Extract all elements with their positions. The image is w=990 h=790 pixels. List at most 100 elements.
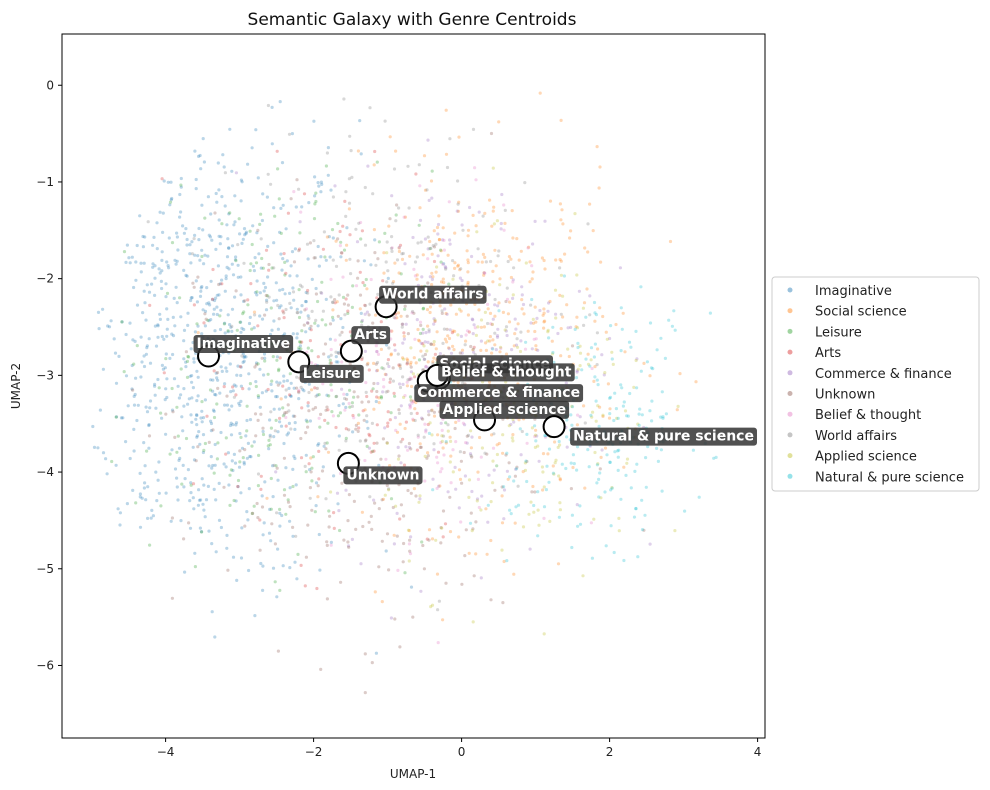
scatter-point: [444, 581, 448, 585]
legend-marker: [787, 370, 793, 376]
scatter-point: [192, 303, 196, 307]
scatter-point: [558, 477, 562, 481]
scatter-point: [304, 290, 308, 295]
scatter-point: [342, 248, 347, 252]
scatter-point: [368, 434, 372, 438]
scatter-point: [214, 498, 218, 502]
scatter-point: [349, 149, 353, 153]
scatter-point: [240, 241, 244, 245]
scatter-point: [331, 414, 335, 418]
scatter-point: [233, 194, 237, 198]
scatter-point: [317, 477, 321, 481]
scatter-point: [479, 508, 483, 512]
scatter-point: [465, 441, 469, 445]
scatter-point: [546, 328, 550, 332]
scatter-point: [144, 498, 148, 502]
scatter-point: [181, 463, 185, 467]
scatter-point: [281, 287, 285, 292]
scatter-point: [356, 395, 360, 399]
scatter-point: [105, 472, 109, 476]
scatter-point: [452, 348, 456, 352]
scatter-point: [359, 152, 363, 156]
scatter-point: [184, 350, 188, 354]
scatter-point: [416, 241, 420, 245]
legend-label: World affairs: [815, 429, 897, 444]
scatter-point: [134, 260, 138, 264]
scatter-point: [267, 268, 271, 272]
scatter-point: [559, 327, 563, 331]
scatter-point: [534, 344, 538, 348]
scatter-point: [591, 229, 595, 233]
scatter-point: [374, 362, 378, 366]
scatter-point: [315, 586, 319, 591]
scatter-point: [195, 434, 199, 438]
scatter-point: [382, 367, 386, 371]
scatter-point: [635, 357, 639, 361]
scatter-point: [144, 405, 148, 409]
scatter-point: [313, 321, 317, 325]
scatter-point: [122, 370, 126, 374]
scatter-point: [429, 342, 433, 346]
scatter-point: [421, 342, 425, 346]
scatter-point: [161, 211, 165, 215]
scatter-point: [467, 495, 471, 499]
scatter-point: [299, 385, 303, 389]
scatter-point: [541, 313, 545, 317]
scatter-point: [262, 289, 266, 293]
scatter-point: [599, 496, 603, 500]
scatter-point: [345, 226, 349, 230]
scatter-point: [540, 256, 545, 260]
scatter-point: [196, 254, 200, 258]
scatter-point: [246, 298, 250, 302]
y-tick-label: −1: [36, 175, 54, 189]
scatter-point: [240, 526, 244, 530]
scatter-point: [356, 421, 360, 425]
scatter-point: [389, 411, 393, 415]
scatter-point: [163, 366, 167, 370]
scatter-point: [476, 477, 480, 481]
scatter-point: [397, 363, 401, 367]
scatter-point: [496, 254, 500, 258]
scatter-point: [430, 408, 434, 412]
scatter-point: [190, 396, 194, 400]
scatter-point: [405, 380, 409, 384]
scatter-point: [617, 516, 621, 521]
scatter-point: [408, 377, 412, 381]
scatter-point: [140, 360, 144, 364]
scatter-point: [377, 565, 381, 569]
scatter-point: [513, 317, 517, 321]
scatter-point: [350, 175, 354, 179]
scatter-point: [339, 580, 343, 584]
scatter-point: [518, 349, 523, 354]
scatter-point: [179, 393, 183, 397]
scatter-point: [431, 477, 435, 481]
scatter-point: [589, 413, 593, 417]
scatter-point: [291, 332, 295, 336]
scatter-point: [277, 306, 282, 310]
scatter-point: [409, 585, 414, 589]
scatter-point: [461, 228, 465, 232]
scatter-point: [508, 475, 512, 479]
scatter-point: [433, 352, 437, 356]
scatter-point: [140, 496, 144, 500]
scatter-point: [139, 270, 143, 274]
scatter-point: [571, 453, 576, 457]
scatter-point: [441, 341, 445, 345]
scatter-point: [403, 426, 407, 431]
scatter-point: [195, 413, 199, 417]
scatter-point: [584, 357, 588, 361]
scatter-point: [523, 461, 528, 465]
scatter-point: [409, 360, 413, 364]
scatter-point: [408, 406, 412, 410]
scatter-point: [531, 242, 535, 246]
scatter-point: [394, 149, 398, 153]
scatter-point: [199, 289, 203, 293]
scatter-point: [168, 200, 173, 204]
scatter-point: [476, 247, 480, 251]
scatter-point: [401, 251, 405, 256]
scatter-point: [532, 503, 536, 508]
scatter-point: [520, 298, 524, 302]
scatter-point: [359, 237, 363, 241]
scatter-point: [512, 572, 516, 576]
